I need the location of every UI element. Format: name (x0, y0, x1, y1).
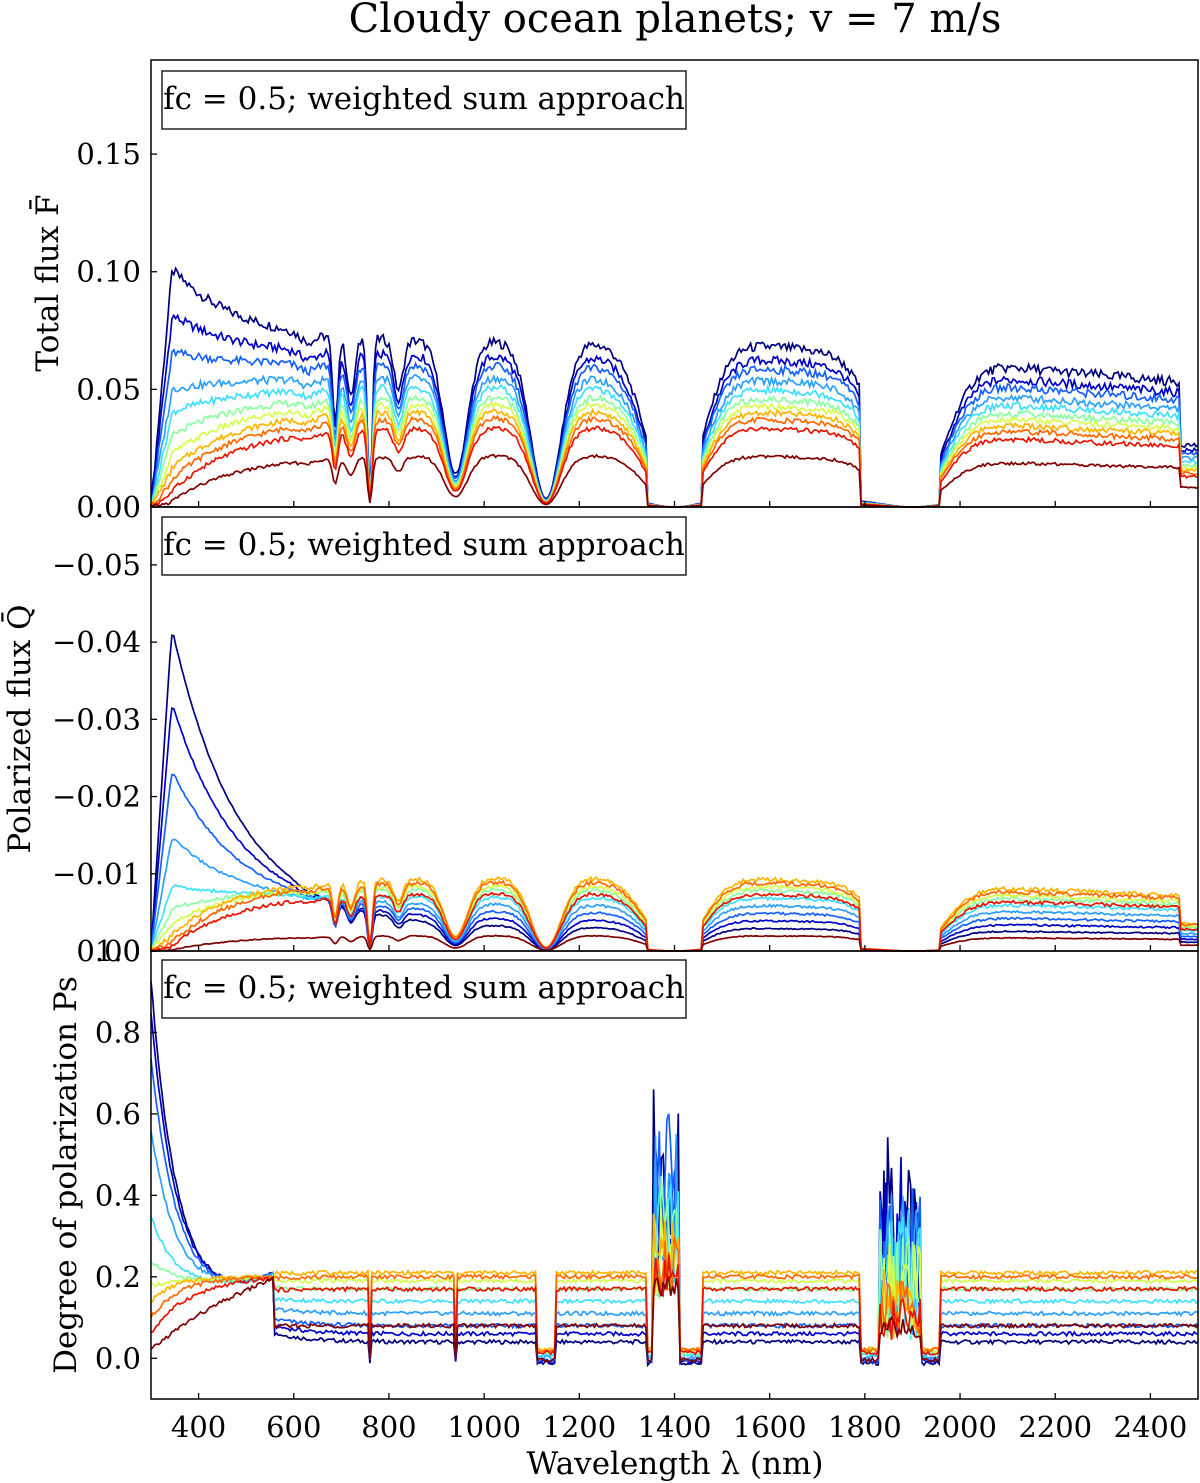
total-flux-series (150, 266, 1199, 508)
polarized-flux-y-ticks: 0.00 −0.01 −0.02 −0.03 −0.04 −0.05 (52, 548, 157, 968)
x-tick-label: 1200 (542, 1410, 616, 1444)
x-tick-label: 400 (171, 1410, 226, 1444)
panel-total-flux: 0.00 0.05 0.10 0.15 Total flux F̄ fc = 0.5;… (28, 59, 1199, 524)
total-flux-annotation-box (161, 70, 687, 130)
polarized-flux-series-2 (150, 707, 1199, 952)
x-tick-label: 800 (361, 1410, 416, 1444)
polarized-flux-series-10 (150, 891, 1199, 952)
x-tick-label: 2200 (1018, 1410, 1092, 1444)
total-flux-y-label: Total flux F̄ (28, 194, 66, 371)
polarized-flux-y-tick-label: −0.02 (52, 780, 141, 814)
degree-of-polarization-y-label: Degree of polarization Ps (48, 976, 84, 1374)
total-flux-y-ticks: 0.00 0.05 0.10 0.15 (76, 137, 157, 524)
total-flux-y-tick-label: 0.00 (76, 490, 141, 524)
panel-degree-of-polarization: 0.0 0.2 0.4 0.6 0.8 1.0 Degree of polarizatio… (48, 934, 1199, 1400)
degree-of-polarization-series-9 (150, 1236, 1199, 1355)
total-flux-series-10 (150, 425, 1199, 508)
total-flux-annotation: fc = 0.5; weighted sum approach (161, 70, 687, 130)
polarized-flux-y-tick-label: −0.01 (52, 857, 141, 891)
total-flux-series-8 (150, 407, 1198, 508)
panel-polarized-flux: 0.00 −0.01 −0.02 −0.03 −0.04 −0.05 Polarized … (0, 506, 1199, 968)
degree-of-polarization-y-tick-label: 0.0 (95, 1341, 141, 1375)
total-flux-series-7 (150, 401, 1199, 508)
x-tick-label: 1800 (828, 1410, 902, 1444)
degree-of-polarization-annotation-text: fc = 0.5; weighted sum approach (163, 970, 685, 1006)
total-flux-series-6 (150, 394, 1199, 508)
degree-of-polarization-series-10 (150, 1254, 1199, 1357)
degree-of-polarization-y-tick-label: 0.8 (95, 1015, 141, 1049)
polarized-flux-annotation: fc = 0.5; weighted sum approach (161, 516, 687, 576)
x-tick-label: 1000 (447, 1410, 521, 1444)
total-flux-y-tick-label: 0.10 (76, 255, 141, 289)
total-flux-series-5 (150, 383, 1199, 508)
degree-of-polarization-series (150, 981, 1199, 1368)
degree-of-polarization-y-tick-label: 0.6 (95, 1097, 141, 1131)
polarized-flux-y-tick-label: 0.00 (76, 934, 141, 968)
x-axis-ticks: 400 600 800 1000 1200 1400 1600 1800 2000 2200 240… (171, 501, 1187, 1444)
total-flux-y-tick-label: 0.05 (76, 372, 141, 406)
total-flux-y-tick-label: 0.15 (76, 137, 141, 171)
degree-of-polarization-y-ticks: 0.0 0.2 0.4 0.6 0.8 1.0 (95, 934, 157, 1375)
x-tick-label: 600 (266, 1410, 321, 1444)
degree-of-polarization-y-tick-label: 1.0 (95, 934, 141, 968)
x-tick-label: 2400 (1114, 1410, 1188, 1444)
polarized-flux-y-tick-label: −0.04 (52, 625, 141, 659)
total-flux-annotation-text: fc = 0.5; weighted sum approach (163, 81, 685, 117)
degree-of-polarization-y-tick-label: 0.2 (95, 1260, 141, 1294)
total-flux-series-11 (150, 453, 1199, 508)
polarized-flux-series (150, 634, 1199, 953)
total-flux-series-1 (150, 266, 1199, 508)
polarized-flux-annotation-text: fc = 0.5; weighted sum approach (163, 527, 685, 563)
polarized-flux-y-label: Polarized flux Q̄ (0, 604, 38, 853)
degree-of-polarization-annotation-box (161, 959, 687, 1019)
polarized-flux-y-tick-label: −0.03 (52, 702, 141, 736)
degree-of-polarization-y-tick-label: 0.4 (95, 1178, 141, 1212)
polarized-flux-y-tick-label: −0.05 (52, 548, 141, 582)
chart-title: Cloudy ocean planets; v = 7 m/s (349, 0, 1002, 42)
x-tick-label: 2000 (923, 1410, 997, 1444)
degree-of-polarization-annotation: fc = 0.5; weighted sum approach (161, 959, 687, 1019)
total-flux-series-9 (150, 414, 1199, 508)
x-tick-label: 1600 (733, 1410, 807, 1444)
x-tick-label: 1400 (638, 1410, 712, 1444)
degree-of-polarization-series-5 (150, 1183, 1199, 1359)
polarized-flux-annotation-box (161, 516, 687, 576)
polarized-flux-series-3 (150, 773, 1199, 952)
x-axis-label: Wavelength λ (nm) (527, 1446, 824, 1482)
degree-of-polarization-series-11 (150, 1275, 1199, 1365)
